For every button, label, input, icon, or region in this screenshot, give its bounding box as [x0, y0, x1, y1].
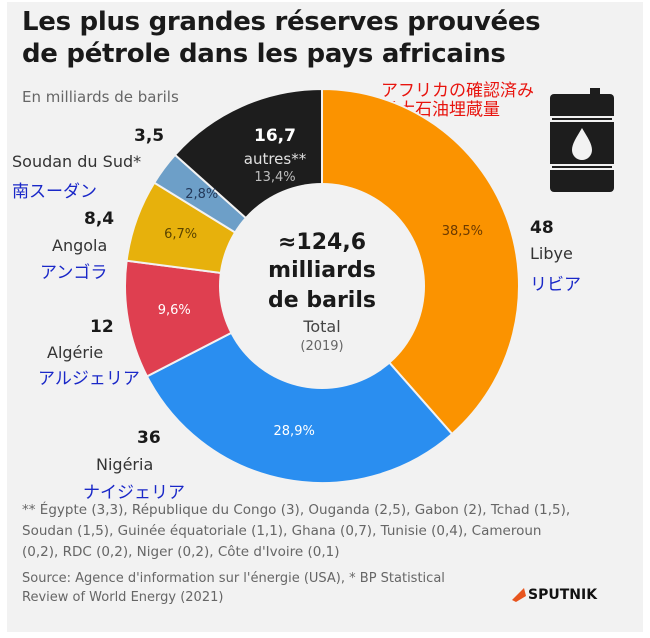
- source-note: Source: Agence d'information sur l'énerg…: [22, 571, 445, 605]
- sputnik-logo-text: SPUTNIK: [528, 587, 598, 603]
- chart-subtitle: En milliards de barils: [22, 88, 179, 106]
- label-autres-value: 16,7: [254, 126, 296, 146]
- label-autres-name: autres**: [243, 150, 307, 168]
- jp-title-line-1: アフリカの確認済み: [381, 81, 534, 101]
- label-angola-value: 8,4: [84, 209, 115, 229]
- title-line-2: de pétrole dans les pays africains: [22, 39, 506, 69]
- center-total-label: Total: [303, 317, 341, 336]
- pct-label-soudan: 2,8%: [185, 187, 219, 203]
- chart-title: Les plus grandes réserves prouvées de pé…: [22, 6, 541, 70]
- pct-label-nigeria: 28,9%: [273, 424, 315, 440]
- donut-center: ≈124,6 milliards de barils Total (2019): [232, 230, 412, 356]
- label-libye-name: Libye: [530, 244, 573, 263]
- label-libye-value: 48: [530, 218, 554, 238]
- label-angola-jp: アンゴラ: [40, 263, 108, 283]
- label-nigeria-name: Nigéria: [96, 455, 154, 474]
- label-nigeria-value: 36: [137, 428, 161, 448]
- center-year: (2019): [300, 339, 344, 354]
- label-libye-jp: リビア: [530, 275, 581, 295]
- donut-hole: [219, 183, 425, 389]
- pct-label-libye: 38,5%: [441, 224, 483, 240]
- label-autres-pct: 13,4%: [254, 170, 296, 185]
- label-angola-name: Angola: [52, 236, 108, 255]
- footnote: ** Égypte (3,3), République du Congo (3)…: [22, 502, 571, 560]
- center-total-value: ≈124,6: [277, 230, 367, 255]
- label-soudan-jp: 南スーダン: [12, 182, 97, 202]
- pct-label-angola: 6,7%: [164, 226, 198, 242]
- center-unit-line-2: de barils: [268, 288, 376, 313]
- label-autres: 16,7 autres** 13,4%: [233, 126, 317, 185]
- label-nigeria-jp: ナイジェリア: [83, 483, 185, 503]
- label-soudan-name: Soudan du Sud*: [12, 152, 142, 171]
- label-soudan-value: 3,5: [134, 126, 165, 146]
- label-algerie-value: 12: [90, 317, 114, 337]
- label-algerie-name: Algérie: [47, 343, 104, 362]
- label-algerie-jp: アルジェリア: [38, 369, 140, 389]
- center-unit-line-1: milliards: [268, 258, 376, 283]
- pct-label-algerie: 9,6%: [157, 302, 191, 318]
- sputnik-logo-icon: [512, 588, 526, 602]
- title-line-1: Les plus grandes réserves prouvées: [22, 7, 541, 37]
- oil-barrel-icon: [547, 88, 617, 192]
